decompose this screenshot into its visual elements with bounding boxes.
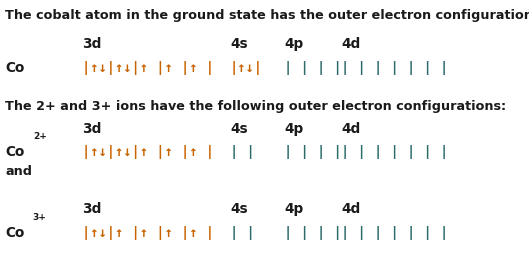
Text: |↑↓|: |↑↓|	[230, 61, 263, 75]
Text: 3d: 3d	[82, 37, 102, 51]
Text: 2+: 2+	[33, 132, 47, 142]
Text: | |: | |	[230, 226, 255, 240]
Text: The 2+ and 3+ ions have the following outer electron configurations:: The 2+ and 3+ ions have the following ou…	[5, 100, 506, 113]
Text: 4d: 4d	[341, 37, 360, 51]
Text: 4s: 4s	[230, 122, 248, 136]
Text: 4d: 4d	[341, 122, 360, 136]
Text: Co: Co	[5, 61, 25, 75]
Text: 3+: 3+	[33, 213, 47, 222]
Text: 3d: 3d	[82, 202, 102, 216]
Text: | | | | | | |: | | | | | | |	[341, 61, 449, 75]
Text: | | | |: | | | |	[284, 61, 342, 75]
Text: 4p: 4p	[284, 122, 303, 136]
Text: |↑↓|↑ |↑ |↑ |↑ |: |↑↓|↑ |↑ |↑ |↑ |	[82, 226, 214, 240]
Text: |↑↓|↑↓|↑ |↑ |↑ |: |↑↓|↑↓|↑ |↑ |↑ |	[82, 145, 214, 159]
Text: Co: Co	[5, 145, 25, 159]
Text: |↑↓|↑↓|↑ |↑ |↑ |: |↑↓|↑↓|↑ |↑ |↑ |	[82, 61, 214, 75]
Text: and: and	[5, 165, 32, 178]
Text: 4d: 4d	[341, 202, 360, 216]
Text: | |: | |	[230, 145, 255, 159]
Text: 4p: 4p	[284, 37, 303, 51]
Text: | | | |: | | | |	[284, 226, 342, 240]
Text: | | | |: | | | |	[284, 145, 342, 159]
Text: 3d: 3d	[82, 122, 102, 136]
Text: 4p: 4p	[284, 202, 303, 216]
Text: | | | | | | |: | | | | | | |	[341, 145, 449, 159]
Text: The cobalt atom in the ground state has the outer electron configuration:: The cobalt atom in the ground state has …	[5, 9, 529, 22]
Text: 4s: 4s	[230, 37, 248, 51]
Text: Co: Co	[5, 226, 25, 240]
Text: 4s: 4s	[230, 202, 248, 216]
Text: | | | | | | |: | | | | | | |	[341, 226, 449, 240]
